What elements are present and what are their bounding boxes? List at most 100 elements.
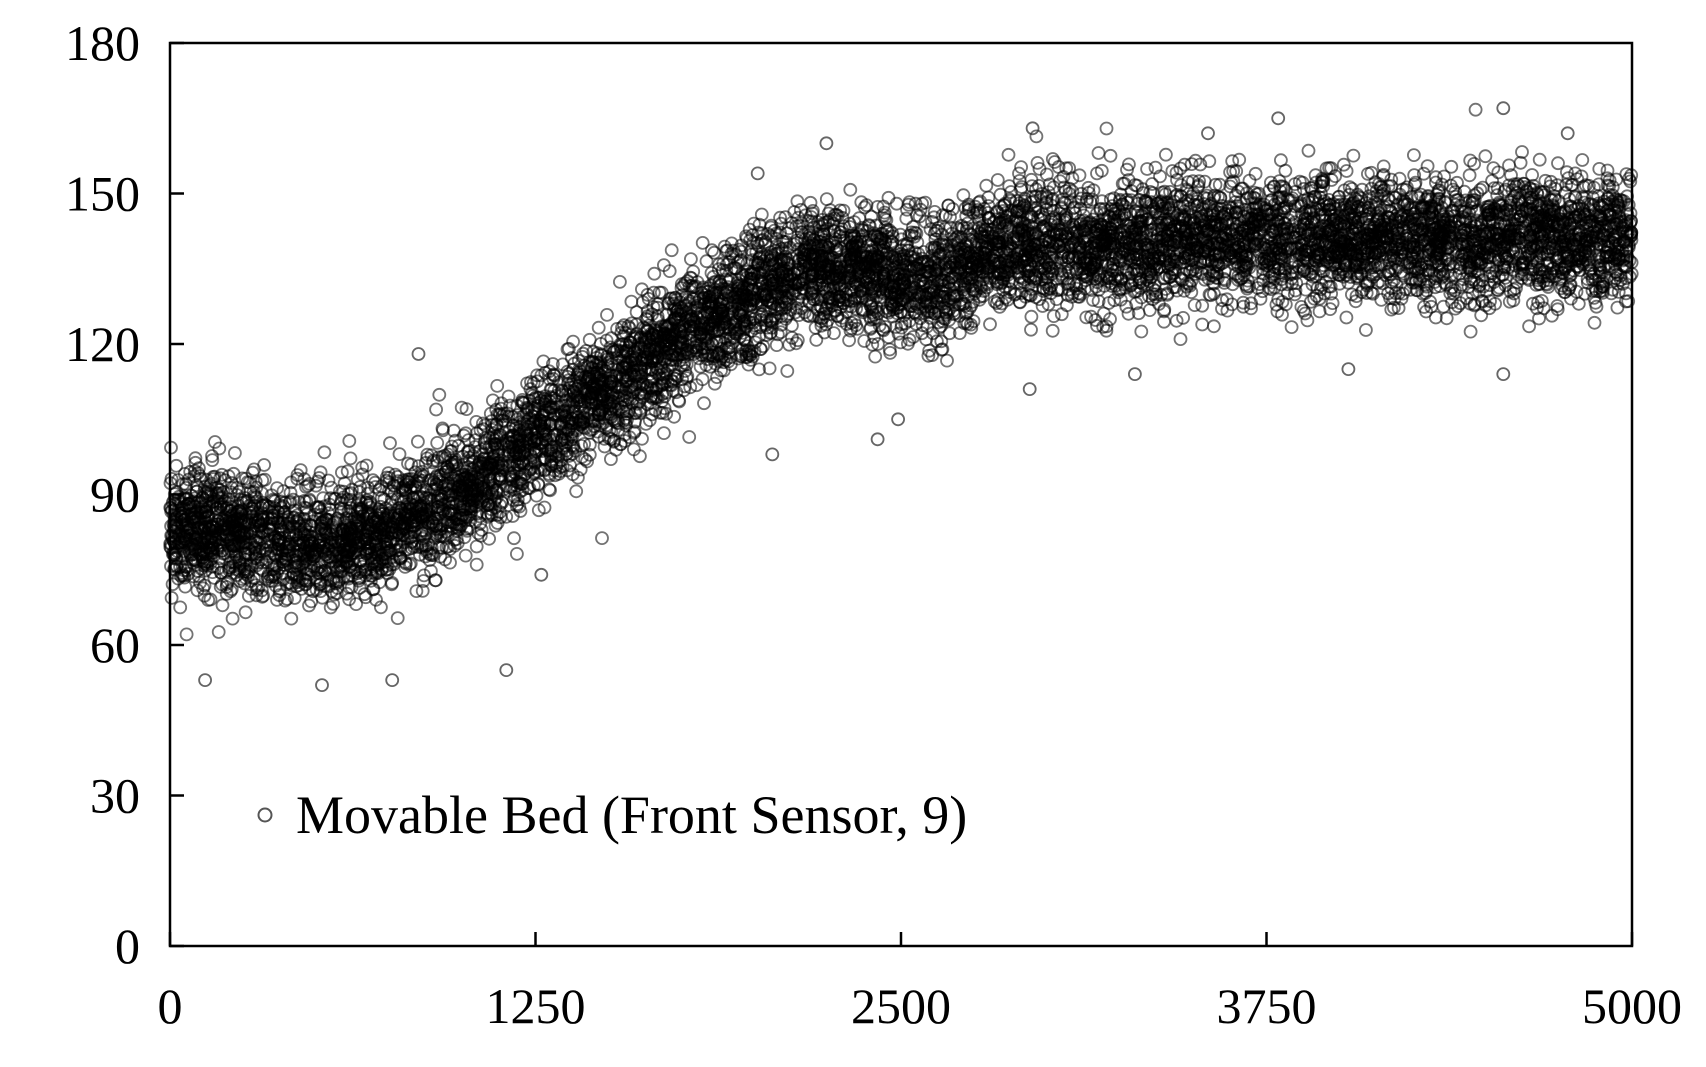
data-point [415, 584, 430, 598]
data-point [1515, 145, 1529, 159]
data-point [868, 349, 883, 364]
data-point [819, 192, 834, 207]
data-point [429, 402, 444, 417]
data-point [510, 547, 524, 561]
data-point [1099, 121, 1114, 136]
data-point [1474, 308, 1489, 323]
data-point [1463, 324, 1478, 339]
data-point [857, 200, 872, 215]
data-point [843, 182, 858, 197]
data-point [1420, 159, 1435, 174]
data-point [1107, 293, 1122, 308]
data-point [983, 317, 997, 332]
data-point [1001, 147, 1016, 162]
data-point [1195, 298, 1210, 313]
data-point [1478, 149, 1493, 164]
data-point [566, 334, 580, 349]
data-point [1173, 332, 1188, 347]
data-point [1339, 310, 1354, 325]
data-point [899, 211, 914, 226]
data-point [613, 274, 627, 289]
data-point [1024, 322, 1038, 337]
data-point [520, 376, 534, 391]
data-point [990, 173, 1005, 187]
data-point [1012, 166, 1026, 181]
data-point [1346, 148, 1361, 163]
data-point [1202, 154, 1217, 169]
data-point [1176, 310, 1190, 325]
data-point [1072, 168, 1087, 183]
data-point [1467, 156, 1481, 171]
data-point [1035, 299, 1050, 313]
data-point [485, 393, 500, 408]
data-point [225, 611, 240, 626]
data-point [1045, 323, 1060, 338]
data-point [1065, 184, 1080, 199]
data-point [203, 592, 218, 607]
data-point [215, 598, 230, 613]
data-point [165, 577, 180, 592]
data-point [536, 354, 551, 369]
data-point [1610, 300, 1625, 315]
data-point [1086, 293, 1100, 307]
data-point [1514, 271, 1529, 286]
data-point [940, 353, 954, 368]
data-point [1274, 153, 1288, 168]
data-point [1462, 168, 1477, 183]
data-point [1046, 309, 1061, 324]
data-point [1091, 146, 1106, 160]
data-point [1047, 155, 1062, 169]
data-point [1463, 153, 1478, 168]
data-point [390, 611, 405, 625]
data-point [179, 627, 194, 642]
data-point [490, 378, 505, 393]
data-point [1264, 175, 1278, 190]
data-point [530, 368, 544, 383]
data-point [1600, 163, 1615, 178]
data-point [1088, 313, 1103, 327]
data-point [340, 464, 355, 479]
data-point [424, 541, 439, 555]
data-point [1121, 306, 1136, 321]
data-point [1532, 152, 1547, 167]
data-point [1195, 317, 1210, 332]
data-point [211, 625, 226, 639]
data-point [1159, 147, 1173, 162]
data-point [410, 434, 425, 449]
data-point [842, 333, 856, 348]
data-point [1418, 286, 1433, 301]
data-point [284, 611, 299, 626]
data-point [1134, 324, 1149, 339]
data-point [893, 335, 908, 350]
data-point [1079, 310, 1094, 325]
data-point [707, 376, 722, 391]
data-point [657, 426, 671, 441]
data-point [705, 243, 719, 258]
data-point [280, 592, 294, 606]
data-points [163, 101, 1639, 692]
data-point [1525, 168, 1539, 182]
data-point [278, 593, 293, 608]
data-point [1014, 160, 1028, 175]
data-point [317, 445, 332, 460]
data-point [383, 436, 397, 451]
data-point [667, 409, 681, 424]
data-point [883, 345, 898, 360]
data-point [1407, 148, 1421, 163]
data-point [780, 364, 795, 378]
data-point [321, 473, 336, 488]
data-point [1530, 301, 1544, 316]
data-point [617, 318, 631, 333]
data-point [569, 484, 584, 499]
data-point [934, 334, 949, 349]
data-point [1062, 161, 1076, 176]
data-point [699, 254, 714, 269]
data-point [809, 332, 824, 347]
data-point [635, 431, 649, 446]
data-point [1339, 164, 1354, 178]
data-point [238, 605, 253, 620]
data-point [507, 531, 521, 546]
data-point [1244, 301, 1258, 316]
data-point [790, 194, 805, 209]
